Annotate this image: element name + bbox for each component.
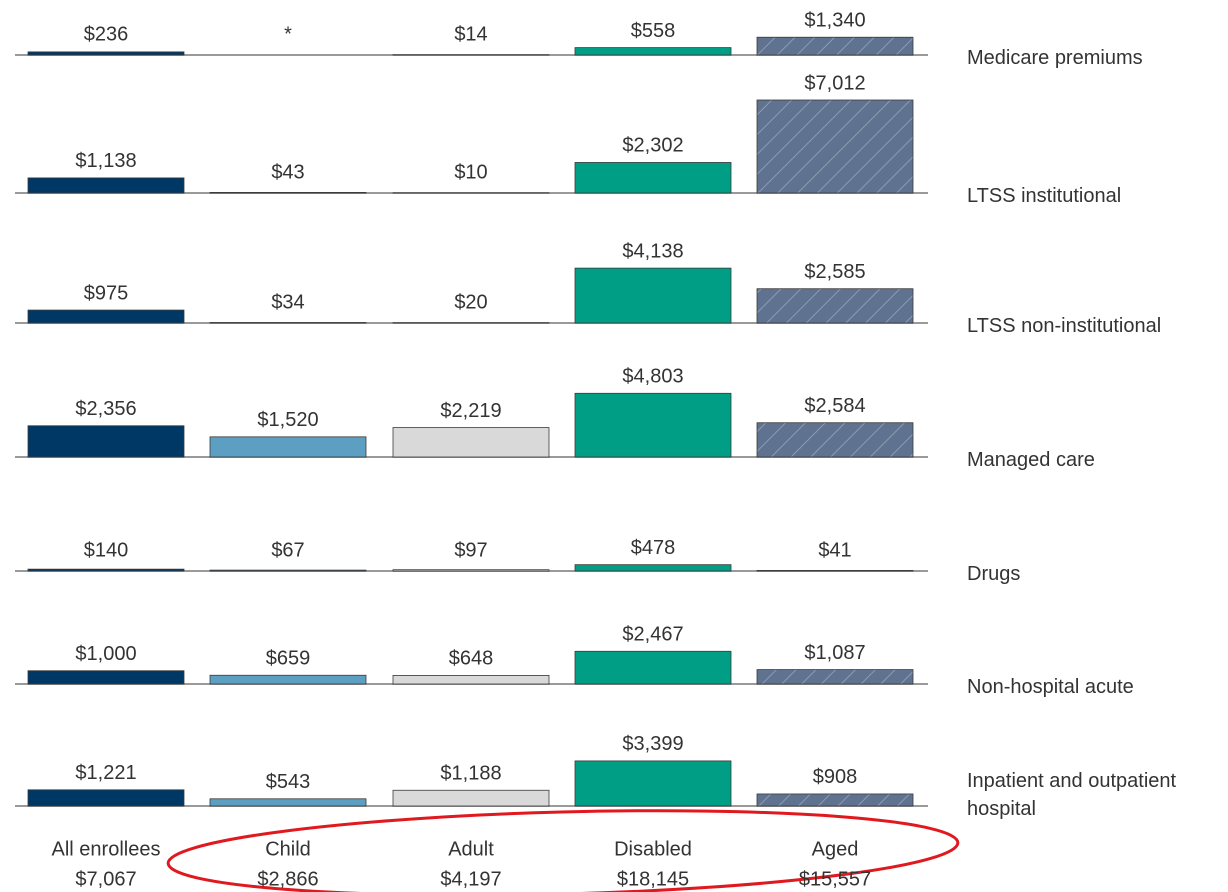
row-label: Non-hospital acute	[967, 673, 1227, 701]
category-total: $18,145	[617, 868, 689, 890]
value-label: $4,138	[622, 240, 683, 262]
bar	[575, 565, 731, 571]
bar	[757, 670, 913, 684]
value-label: $648	[449, 648, 494, 670]
category-label: All enrollees	[52, 838, 161, 860]
bar	[575, 268, 731, 323]
bar	[28, 671, 184, 684]
value-label: $3,399	[622, 733, 683, 755]
value-label: $2,219	[440, 400, 501, 422]
row-label: Managed care	[967, 446, 1227, 474]
row-label: Inpatient and outpatient hospital	[967, 767, 1227, 823]
bar	[28, 569, 184, 571]
bar	[757, 570, 913, 571]
category-total: $2,866	[257, 868, 318, 890]
value-label: $2,302	[622, 135, 683, 157]
value-label: $478	[631, 537, 676, 559]
bar	[393, 428, 549, 457]
bar	[575, 162, 731, 193]
value-label: $34	[271, 291, 304, 313]
value-label: $7,012	[804, 72, 865, 94]
bar	[210, 675, 366, 684]
bar	[757, 289, 913, 323]
value-label: $1,520	[257, 409, 318, 431]
bar	[28, 310, 184, 323]
value-label: $543	[266, 771, 311, 793]
value-label: $659	[266, 648, 311, 670]
category-label: Disabled	[614, 838, 692, 860]
value-label: $975	[84, 282, 129, 304]
bar	[28, 426, 184, 457]
value-label: $10	[454, 161, 487, 183]
bar	[757, 37, 913, 55]
value-label: $2,356	[75, 398, 136, 420]
value-label: $1,221	[75, 762, 136, 784]
bar	[575, 761, 731, 806]
bar	[393, 570, 549, 571]
row-label: Medicare premiums	[967, 44, 1227, 72]
value-label: $2,467	[622, 624, 683, 646]
value-label: $43	[271, 161, 304, 183]
value-label: $140	[84, 539, 129, 561]
value-label: $14	[454, 23, 487, 45]
value-label: $1,188	[440, 763, 501, 785]
bar	[210, 437, 366, 457]
value-label: $2,585	[804, 261, 865, 283]
category-total: $4,197	[440, 868, 501, 890]
value-label: $1,138	[75, 150, 136, 172]
category-label: Aged	[812, 838, 859, 860]
value-label: *	[284, 23, 292, 45]
value-label: $558	[631, 20, 676, 42]
bar	[575, 651, 731, 684]
bar	[393, 790, 549, 806]
value-label: $2,584	[804, 395, 865, 417]
row-label: LTSS institutional	[967, 182, 1227, 210]
bar	[393, 675, 549, 684]
bar	[210, 799, 366, 806]
value-label: $1,000	[75, 643, 136, 665]
value-label: $41	[818, 539, 851, 561]
category-total: $7,067	[75, 868, 136, 890]
value-label: $1,340	[804, 10, 865, 32]
value-label: $1,087	[804, 642, 865, 664]
category-total: $15,557	[799, 868, 871, 890]
bar	[757, 794, 913, 806]
row-label: LTSS non-institutional	[967, 312, 1227, 340]
bar	[575, 48, 731, 55]
bar	[757, 100, 913, 193]
bar	[28, 52, 184, 55]
category-label: Adult	[448, 838, 494, 860]
bar	[757, 423, 913, 457]
value-label: $4,803	[622, 366, 683, 388]
value-label: $908	[813, 766, 858, 788]
bar	[28, 790, 184, 806]
row-label: Drugs	[967, 560, 1227, 588]
bar	[575, 393, 731, 457]
bar	[210, 192, 366, 193]
value-label: $236	[84, 23, 129, 45]
value-label: $97	[454, 539, 487, 561]
bar	[210, 570, 366, 571]
category-label: Child	[265, 838, 311, 860]
value-label: $67	[271, 539, 304, 561]
bar	[28, 178, 184, 193]
value-label: $20	[454, 291, 487, 313]
